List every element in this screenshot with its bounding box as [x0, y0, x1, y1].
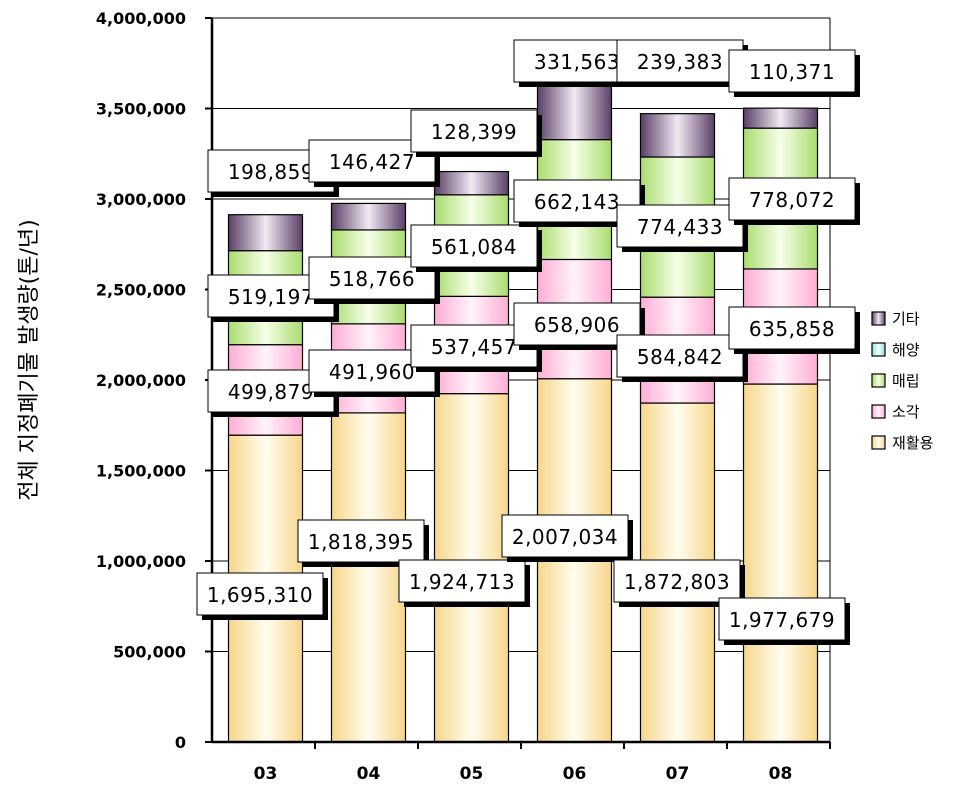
data-label-05-4: 128,399 [410, 109, 542, 157]
data-label-08-1: 635,858 [728, 306, 860, 354]
data-label-text: 146,427 [329, 150, 415, 174]
y-tick-label: 3,000,000 [96, 190, 186, 209]
y-tick-label: 2,000,000 [96, 371, 186, 390]
legend-swatch-재활용 [871, 435, 886, 450]
data-label-box [728, 306, 856, 350]
data-label-box [196, 572, 324, 616]
data-label-text: 499,879 [228, 380, 314, 404]
data-label-text: 561,084 [431, 235, 517, 259]
data-label-text: 519,197 [228, 285, 314, 309]
data-label-box [616, 39, 744, 83]
data-label-box [728, 49, 856, 93]
x-tick-label: 05 [460, 764, 484, 784]
legend-swatch-해양 [871, 342, 886, 357]
legend-swatch-매립 [871, 373, 886, 388]
data-label-06-1: 658,906 [513, 302, 645, 350]
data-label-box [728, 177, 856, 221]
y-tick-label: 500,000 [113, 643, 186, 662]
data-label-07-4: 239,383 [616, 39, 748, 87]
legend-label: 재활용 [892, 434, 933, 452]
data-label-text: 1,924,713 [409, 570, 515, 594]
bar-segment-03-4 [227, 214, 304, 252]
data-label-text: 584,842 [637, 345, 723, 369]
legend-swatch-기타 [871, 311, 886, 326]
legend-label: 해양 [892, 341, 920, 359]
bar-segment-04-4 [330, 202, 407, 231]
data-label-text: 662,143 [534, 190, 620, 214]
x-tick-label: 07 [666, 764, 690, 784]
bar-segment-07-4 [639, 113, 716, 158]
y-tick-label: 1,000,000 [96, 552, 186, 571]
y-tick-label: 1,500,000 [96, 462, 186, 481]
data-label-07-1: 584,842 [616, 334, 748, 382]
legend-label: 기타 [892, 310, 920, 328]
y-axis-title: 전체 지정폐기물 발생량(톤/년) [17, 219, 42, 500]
data-label-text: 331,563 [534, 50, 620, 74]
data-label-text: 774,433 [637, 215, 723, 239]
x-tick-label: 06 [563, 764, 587, 784]
legend-label: 매립 [892, 372, 920, 390]
data-label-box [613, 559, 741, 603]
data-label-text: 537,457 [431, 335, 517, 359]
data-label-07-0: 1,872,803 [613, 559, 745, 607]
data-label-07-2: 774,433 [616, 204, 748, 252]
data-label-08-2: 778,072 [728, 177, 860, 225]
legend-label: 소각 [892, 403, 920, 421]
bar-segment-05-4 [433, 170, 510, 196]
data-label-08-0: 1,977,679 [718, 597, 850, 645]
legend-swatch-소각 [871, 404, 886, 419]
data-label-box [616, 334, 744, 378]
data-label-05-2: 561,084 [410, 224, 542, 272]
data-label-text: 1,818,395 [308, 530, 414, 554]
data-label-05-0: 1,924,713 [398, 559, 530, 607]
bar-segment-04-0 [330, 412, 407, 743]
data-label-text: 658,906 [534, 313, 620, 337]
data-label-text: 1,695,310 [207, 583, 313, 607]
data-label-box [410, 224, 538, 268]
bar-segment-08-4 [742, 107, 819, 129]
y-tick-label: 4,000,000 [96, 9, 186, 28]
data-label-text: 239,383 [637, 50, 723, 74]
data-label-04-2: 518,766 [308, 256, 440, 304]
data-label-box [616, 204, 744, 248]
data-label-box [718, 597, 846, 641]
data-label-text: 778,072 [749, 188, 835, 212]
data-label-03-0: 1,695,310 [196, 572, 328, 620]
data-label-text: 128,399 [431, 120, 517, 144]
data-label-08-4: 110,371 [728, 49, 860, 97]
data-label-text: 110,371 [749, 60, 835, 84]
data-label-text: 198,859 [228, 160, 314, 184]
data-label-text: 518,766 [329, 267, 415, 291]
x-tick-label: 03 [254, 764, 278, 784]
data-label-box [410, 109, 538, 153]
data-label-box [398, 559, 526, 603]
data-label-box [501, 514, 629, 558]
y-tick-label: 3,500,000 [96, 100, 186, 119]
data-label-box [297, 519, 425, 563]
bar-segment-06-4 [536, 79, 613, 141]
data-label-text: 491,960 [329, 360, 415, 384]
x-tick-label: 08 [769, 764, 793, 784]
data-label-text: 1,977,679 [729, 608, 835, 632]
bar-segment-08-0 [742, 383, 819, 743]
y-tick-label: 2,500,000 [96, 281, 186, 300]
data-label-text: 635,858 [749, 317, 835, 341]
data-label-06-0: 2,007,034 [501, 514, 633, 562]
x-tick-label: 04 [357, 764, 381, 784]
data-label-text: 2,007,034 [512, 525, 618, 549]
data-label-text: 1,872,803 [624, 570, 730, 594]
y-tick-label: 0 [175, 733, 186, 752]
